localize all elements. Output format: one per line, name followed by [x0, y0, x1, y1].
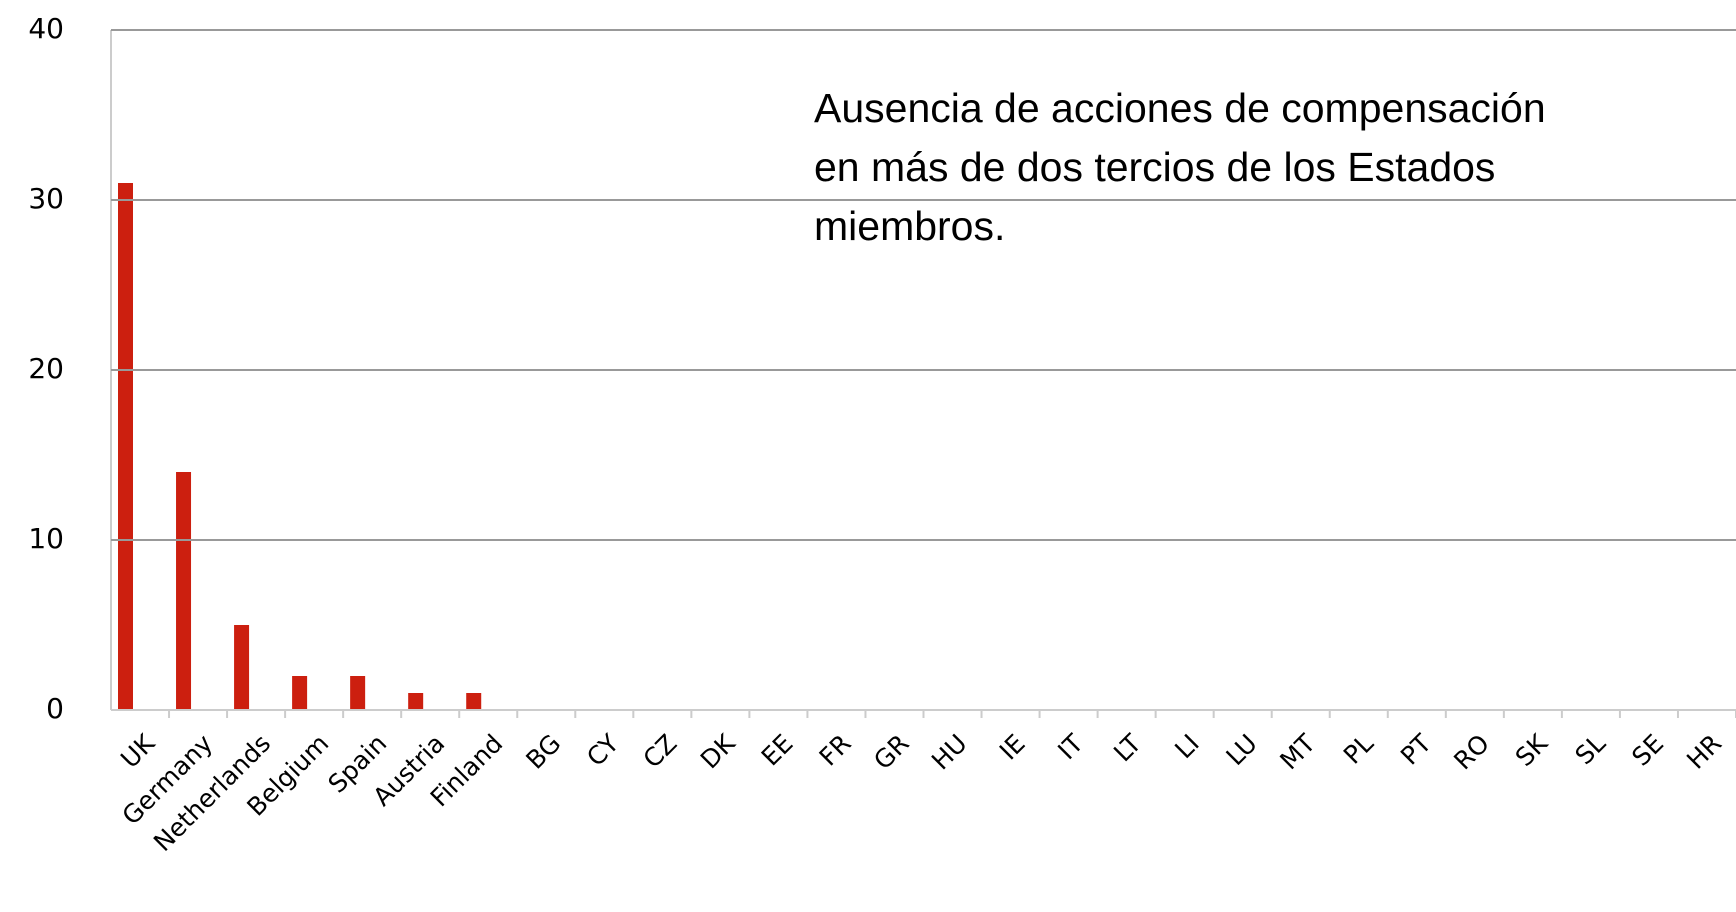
x-tick-label: SE — [1626, 729, 1669, 772]
x-tick-label: BG — [520, 729, 566, 775]
bar — [350, 676, 366, 710]
annotation: miembros. — [814, 203, 1005, 249]
x-tick-label: FR — [814, 729, 857, 772]
x-tick-label: HR — [1681, 729, 1727, 775]
x-tick-label: MT — [1274, 728, 1321, 775]
bar — [292, 676, 308, 710]
y-tick-label: 30 — [28, 182, 64, 215]
y-tick-label: 40 — [28, 12, 64, 45]
bar — [176, 472, 192, 710]
x-tick-label: EE — [756, 729, 799, 772]
y-tick-label: 20 — [28, 352, 64, 385]
x-tick-label: RO — [1448, 729, 1495, 776]
x-tick-label: LU — [1220, 729, 1262, 771]
x-tick-label: PT — [1395, 728, 1437, 770]
annotation: Ausencia de acciones de compensación — [814, 85, 1546, 131]
bar — [118, 183, 133, 710]
bar — [466, 693, 482, 710]
y-tick-label: 0 — [46, 692, 64, 725]
x-tick-label: IE — [994, 729, 1031, 766]
x-tick-label: SL — [1569, 729, 1611, 771]
x-tick-label: UK — [115, 728, 160, 773]
x-tick-label: GR — [868, 729, 914, 775]
x-tick-label: IT — [1052, 728, 1089, 765]
x-tick-label: CZ — [638, 729, 683, 774]
bar — [234, 625, 250, 710]
x-tick-label: CY — [581, 728, 625, 772]
x-tick-label: LT — [1108, 728, 1147, 767]
x-tick-label: SK — [1510, 728, 1554, 772]
x-tick-label: HU — [926, 729, 973, 776]
x-tick-label: LI — [1169, 729, 1205, 765]
annotation: en más de dos tercios de los Estados — [814, 144, 1495, 190]
bar — [408, 693, 424, 710]
x-tick-label: PL — [1338, 729, 1379, 770]
y-tick-label: 10 — [28, 522, 64, 555]
x-tick-label: DK — [695, 728, 741, 774]
